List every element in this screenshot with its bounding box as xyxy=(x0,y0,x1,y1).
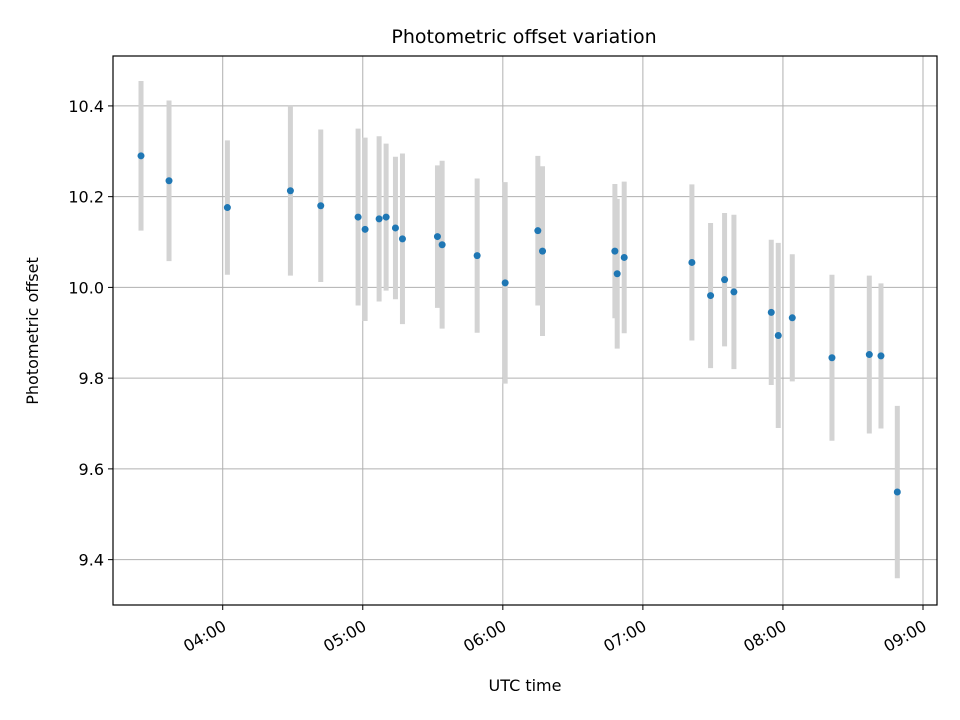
data-point xyxy=(534,227,542,235)
point-layer xyxy=(137,152,901,496)
grid-layer xyxy=(113,56,937,605)
plot-frame xyxy=(112,55,938,606)
data-point xyxy=(611,247,619,255)
data-point xyxy=(788,314,796,322)
data-point xyxy=(620,253,628,261)
x-axis-label: UTC time xyxy=(489,676,562,695)
data-point xyxy=(613,270,621,278)
data-point xyxy=(828,354,836,362)
data-point xyxy=(433,233,441,241)
data-point xyxy=(730,288,738,296)
y-tick-label: 9.4 xyxy=(79,551,104,570)
data-point xyxy=(137,152,145,160)
data-point xyxy=(865,351,873,359)
data-point xyxy=(438,241,446,249)
data-point xyxy=(361,225,369,233)
chart-title: Photometric offset variation xyxy=(391,26,656,48)
data-point xyxy=(165,177,173,185)
data-point xyxy=(317,202,325,210)
data-point xyxy=(375,215,383,223)
y-tick-label: 10.0 xyxy=(68,278,104,297)
data-point xyxy=(721,276,729,284)
data-point xyxy=(473,252,481,260)
data-point xyxy=(286,187,294,195)
y-axis-label: Photometric offset xyxy=(23,257,42,405)
data-point xyxy=(707,292,715,300)
data-point xyxy=(688,258,696,266)
y-tick-label: 9.6 xyxy=(79,460,104,479)
data-point xyxy=(398,235,406,243)
data-point xyxy=(774,331,782,339)
y-tick-label: 10.4 xyxy=(68,97,104,116)
data-point xyxy=(382,213,390,221)
data-point xyxy=(354,213,362,221)
data-point xyxy=(539,247,547,255)
y-tick-label: 9.8 xyxy=(79,369,104,388)
data-point xyxy=(767,308,775,316)
data-point xyxy=(501,279,509,287)
y-tick-label: 10.2 xyxy=(68,188,104,207)
data-point xyxy=(877,352,885,360)
y-axis-ticks: 9.4 9.6 9.8 10.0 10.2 10.4 xyxy=(68,97,113,570)
data-point xyxy=(223,204,231,212)
data-point xyxy=(893,488,901,496)
data-point xyxy=(391,224,399,232)
